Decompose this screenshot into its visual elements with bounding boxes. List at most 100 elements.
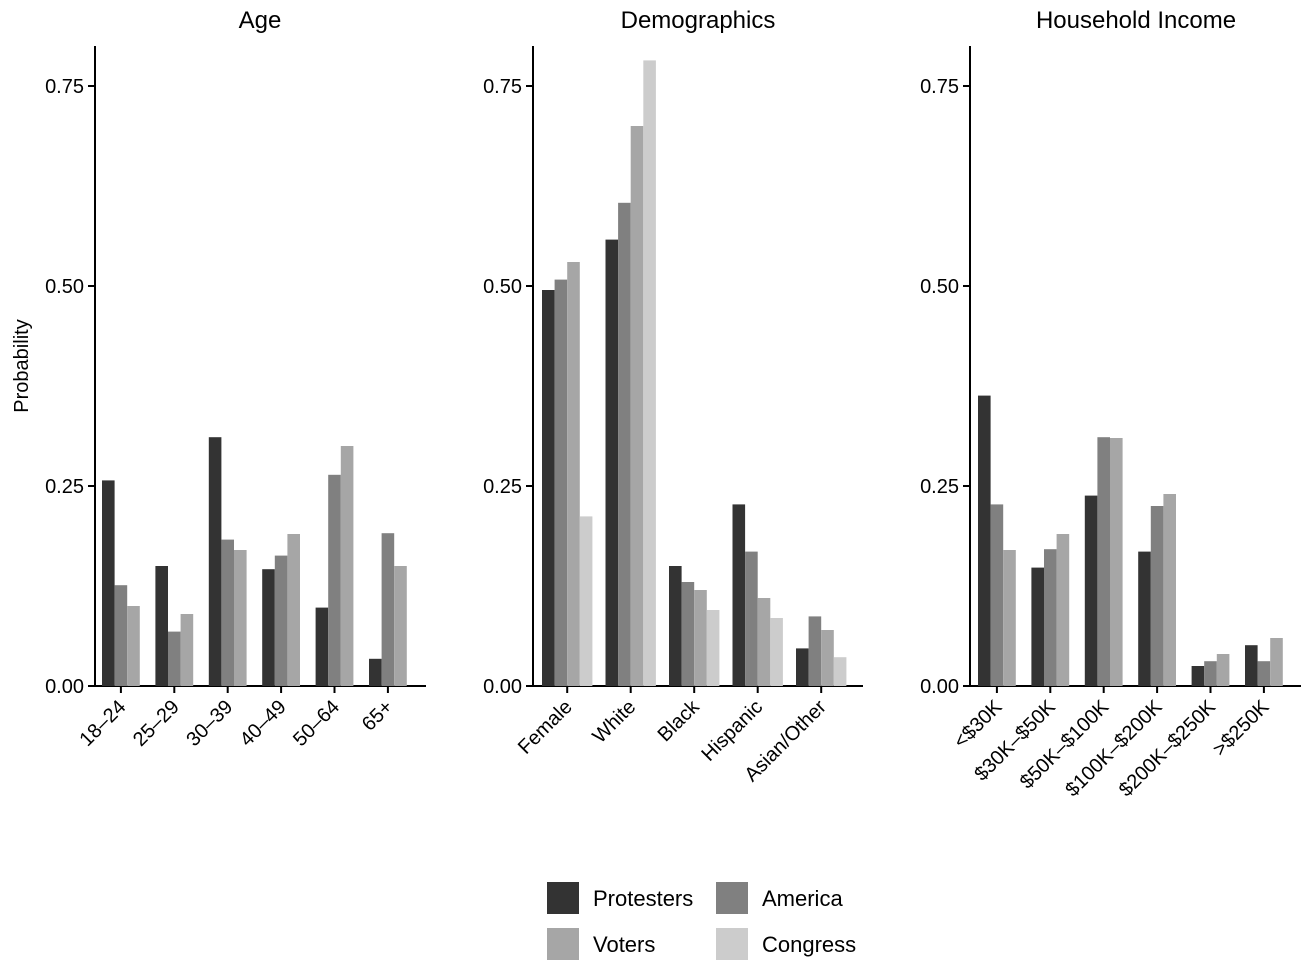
bar-voters-hispanic	[757, 598, 771, 686]
bar-voters-30-39	[234, 550, 247, 686]
legend-swatch	[716, 928, 748, 960]
y-tick-label: 0.25	[920, 476, 959, 498]
bar-congress-female	[579, 516, 593, 686]
bar-america-40-49	[274, 555, 288, 686]
x-tick-label: 18–24	[76, 696, 131, 751]
bar-protesters-18-24	[102, 480, 115, 686]
bar-protesters-200k-250k	[1191, 666, 1205, 686]
y-tick-label: 0.00	[483, 676, 522, 698]
y-tick-label: 0.25	[483, 476, 522, 498]
bar-america-50k-100k	[1097, 437, 1110, 686]
legend-swatch	[547, 882, 579, 914]
bar-voters-black	[694, 590, 707, 686]
legend-label: Protesters	[593, 886, 693, 911]
bar-congress-black	[706, 610, 720, 686]
bar-protesters-100k-200k	[1138, 551, 1151, 686]
bar-voters-18-24	[127, 606, 140, 686]
bar-protesters-30k-50k	[1031, 567, 1044, 686]
y-tick-label: 0.75	[920, 76, 959, 98]
chart-panels: Age 0.00 0.25 0.50 0.75 18–2425–2930–3940–495…	[45, 7, 1301, 801]
bar-america-250k	[1257, 661, 1271, 686]
panel-title: Demographics	[621, 7, 776, 34]
x-tick-label: >$250K	[1209, 696, 1274, 761]
bar-protesters-female	[542, 290, 555, 686]
bar-voters-100k-200k	[1163, 494, 1176, 686]
panel-title: Household Income	[1036, 7, 1236, 34]
bar-congress-asian-other	[833, 657, 847, 686]
legend-label: Congress	[762, 932, 856, 957]
bar-america-female	[554, 279, 568, 686]
bar-voters-25-29	[180, 614, 194, 686]
x-tick-label: 40–49	[236, 696, 291, 751]
x-tick-label: 65+	[358, 696, 398, 736]
bar-america-white	[618, 202, 631, 687]
bar-america-hispanic	[745, 551, 758, 686]
bar-america-50-64	[328, 474, 341, 686]
legend-item-congress: Congress	[716, 928, 856, 960]
bar-voters-50k-100k	[1110, 438, 1123, 686]
legend-item-america: America	[716, 882, 843, 914]
bar-america-65	[381, 533, 395, 686]
bar-voters-200k-250k	[1216, 654, 1230, 686]
bar-voters-50-64	[340, 446, 354, 686]
x-tick-label: White	[589, 696, 641, 748]
bar-protesters-40-49	[262, 569, 275, 686]
bar-congress-hispanic	[770, 618, 783, 686]
bar-voters-white	[630, 126, 644, 686]
bar-voters-30k	[1003, 550, 1016, 686]
bar-protesters-30k	[978, 395, 991, 686]
bar-america-30k-50k	[1044, 549, 1057, 686]
legend-swatch	[716, 882, 748, 914]
y-tick-label: 0.00	[920, 676, 959, 698]
bar-protesters-white	[605, 239, 619, 686]
legend-item-protesters: Protesters	[547, 882, 693, 914]
x-tick-label: $200K–$250K	[1115, 696, 1221, 802]
bar-protesters-hispanic	[732, 504, 746, 686]
bar-voters-30k-50k	[1056, 534, 1070, 686]
bar-protesters-50-64	[315, 607, 329, 686]
y-axis-label: Probability	[11, 319, 33, 412]
bar-protesters-25-29	[155, 566, 168, 686]
x-tick-label: 30–39	[182, 696, 237, 751]
y-tick-label: 0.75	[45, 76, 84, 98]
panel-age: Age 0.00 0.25 0.50 0.75 18–2425–2930–3940–495…	[45, 7, 426, 751]
bar-voters-65	[394, 566, 407, 686]
legend-item-voters: Voters	[547, 928, 655, 960]
bar-voters-female	[567, 262, 580, 686]
bar-america-200k-250k	[1204, 661, 1217, 686]
legend: Protesters America Voters Congress	[547, 882, 856, 960]
bar-protesters-black	[669, 566, 682, 686]
panel-title: Age	[239, 7, 282, 34]
legend-swatch	[547, 928, 579, 960]
bar-america-100k-200k	[1150, 506, 1164, 686]
y-tick-label: 0.50	[483, 276, 522, 298]
bar-america-25-29	[168, 631, 181, 686]
y-tick-label: 0.50	[45, 276, 84, 298]
bar-protesters-65	[369, 658, 382, 686]
bar-america-asian-other	[808, 616, 822, 686]
legend-label: America	[762, 886, 843, 911]
bar-america-30k	[990, 504, 1004, 686]
bar-voters-250k	[1270, 638, 1283, 686]
panel-household-income: Household Income0.000.250.500.75<$30K$30…	[920, 7, 1301, 801]
y-tick-label: 0.00	[45, 676, 84, 698]
panel-demographics: Demographics 0.00 0.25 0.50 0.75 Female White B…	[483, 7, 863, 786]
bar-protesters-asian-other	[796, 648, 809, 686]
bar-voters-40-49	[287, 534, 300, 686]
bar-congress-white	[643, 60, 656, 686]
x-tick-label: Black	[654, 695, 705, 746]
bar-america-30-39	[221, 539, 234, 686]
y-tick-label: 0.50	[920, 276, 959, 298]
x-tick-label: 50–64	[289, 696, 344, 751]
bar-protesters-30-39	[208, 437, 222, 686]
y-tick-label: 0.75	[483, 76, 522, 98]
y-tick-label: 0.25	[45, 476, 84, 498]
bar-america-black	[681, 582, 695, 686]
x-tick-label: 25–29	[129, 696, 184, 751]
bar-protesters-250k	[1245, 645, 1258, 686]
legend-label: Voters	[593, 932, 655, 957]
x-tick-label: Female	[514, 696, 577, 759]
bar-america-18-24	[114, 585, 128, 686]
bar-voters-asian-other	[821, 630, 834, 686]
